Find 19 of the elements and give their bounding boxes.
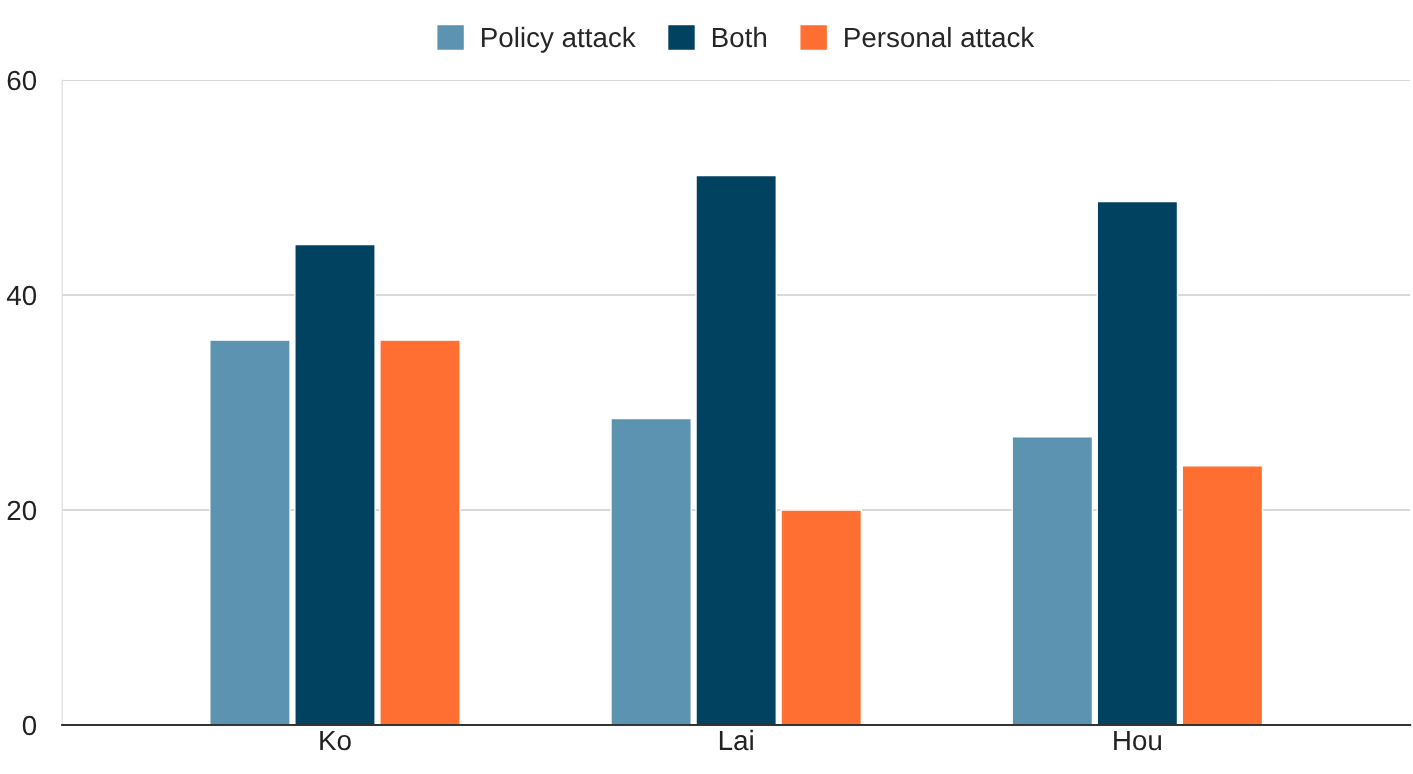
bar xyxy=(1181,465,1264,725)
legend-label: Personal attack xyxy=(845,26,1035,48)
bar xyxy=(379,339,461,725)
x-tick-label: Ko xyxy=(320,730,351,751)
x-tick-label: Hou xyxy=(1114,730,1161,751)
y-tick-label: 20 xyxy=(7,500,37,521)
y-tick-label: 60 xyxy=(7,70,37,91)
legend-label: Both xyxy=(712,26,767,48)
bar xyxy=(780,509,863,725)
bar xyxy=(209,339,291,725)
bar xyxy=(294,243,376,725)
bar xyxy=(610,417,692,725)
x-tick-label: Lai xyxy=(719,729,753,751)
bar xyxy=(1096,200,1179,725)
y-tick-label: 40 xyxy=(6,285,37,306)
bar xyxy=(695,174,777,725)
y-tick-label: 0 xyxy=(22,715,37,736)
legend-label: Policy attack xyxy=(482,26,636,53)
bar xyxy=(1011,436,1094,725)
